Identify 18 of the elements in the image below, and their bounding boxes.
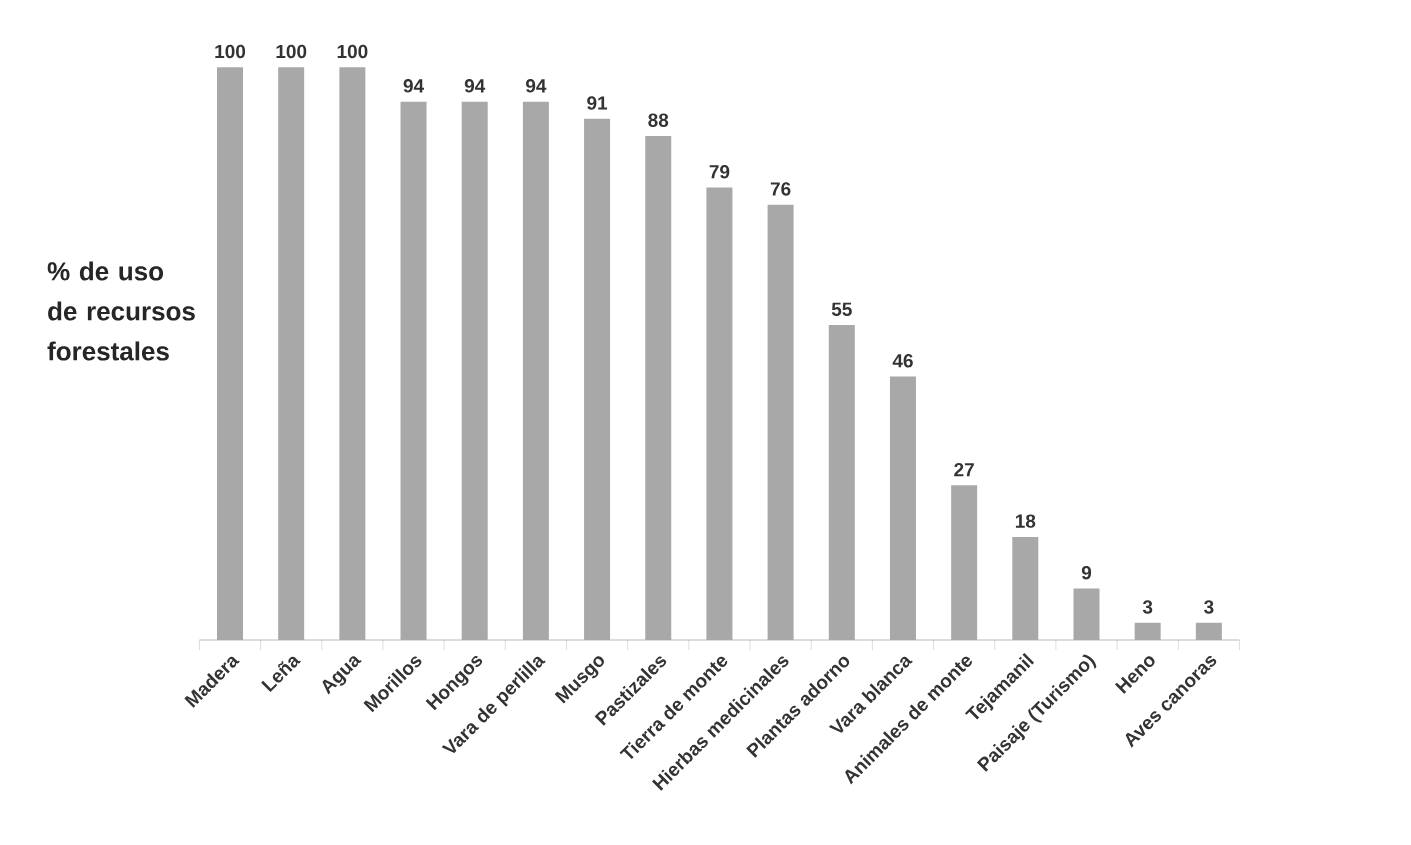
data-label: 76 (770, 182, 791, 196)
data-label: 91 (587, 96, 608, 110)
data-label: 27 (954, 463, 974, 477)
data-label: 94 (464, 79, 486, 93)
data-label: 9 (1081, 565, 1092, 580)
data-label: 100 (337, 44, 368, 59)
data-label: 88 (648, 113, 669, 127)
y-axis-title: % de uso de recursos forestales (47, 261, 195, 361)
data-label: 79 (709, 165, 730, 179)
data-label: 94 (525, 79, 547, 93)
data-label: 100 (276, 44, 307, 59)
data-label: 94 (403, 79, 425, 93)
data-label: 3 (1142, 600, 1153, 614)
data-label: 55 (831, 302, 852, 316)
data-label: 3 (1204, 600, 1214, 614)
data-label: 18 (1015, 514, 1036, 528)
data-label: 46 (892, 354, 913, 368)
data-label: 100 (215, 44, 246, 59)
